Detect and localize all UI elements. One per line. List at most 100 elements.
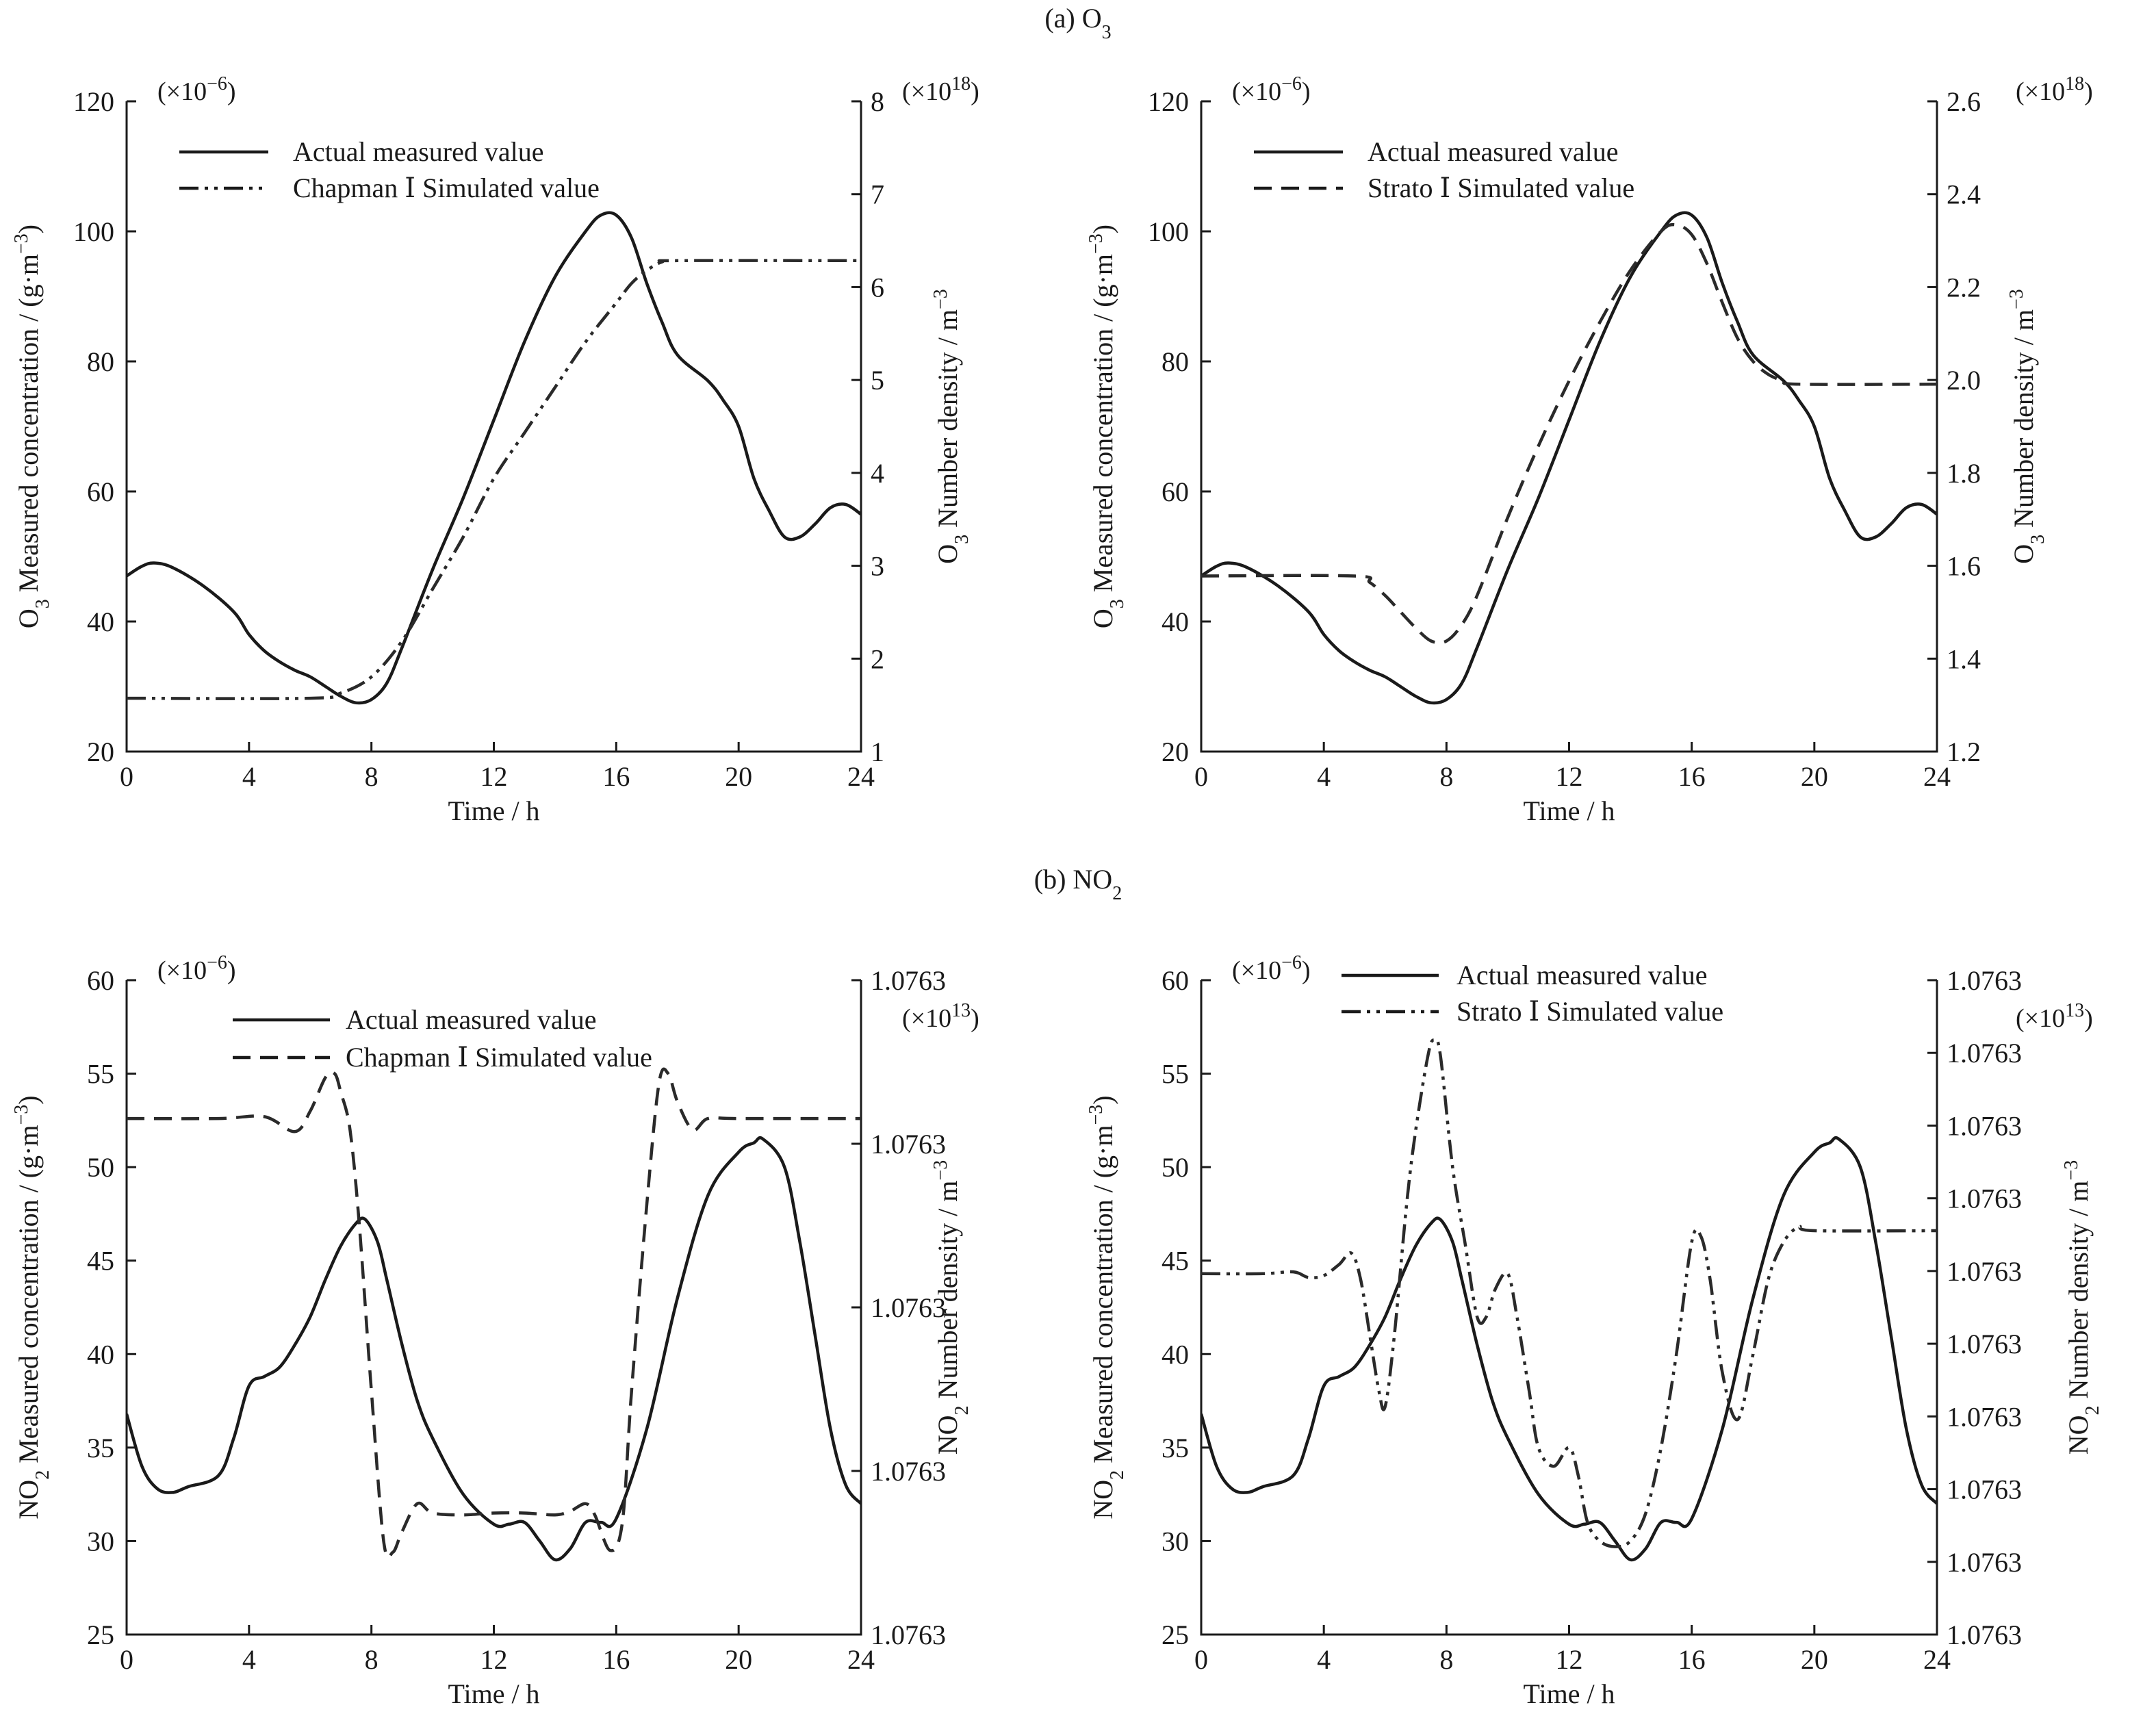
- y-tick-label: 100: [1148, 216, 1189, 247]
- chart-panel-2: 0 4 8 12 16 20 24 20 40 60 80 100 120 1.2 1.4 1.6 1.8 2.0…: [1086, 73, 2093, 827]
- y2-tick-label: 1.2: [1947, 737, 1981, 767]
- y2-tick-label: 1.0763: [871, 1456, 946, 1487]
- y2-tick-label: 1.0763: [871, 1619, 946, 1650]
- x-tick-label: 24: [847, 1644, 875, 1675]
- legend-label: Chapman Ⅰ Simulated value: [346, 1042, 652, 1073]
- series-line-measured: [127, 211, 861, 705]
- legend-label: Actual measured value: [1456, 960, 1708, 990]
- x-tick-label: 8: [365, 761, 378, 792]
- y-tick-label: 30: [87, 1526, 114, 1557]
- y-tick-label: 30: [1162, 1526, 1189, 1557]
- legend-label: Chapman Ⅰ Simulated value: [293, 172, 600, 203]
- chart-panel-3: 0 4 8 12 16 20 24 25 30 35 40 45 50 55 60 1.0763 1.0763 1…: [11, 952, 979, 1710]
- x-tick-label: 20: [725, 761, 752, 792]
- series-line-simulated: [1201, 1037, 1937, 1548]
- y2-tick-label: 4: [871, 458, 884, 489]
- x-tick-label: 8: [1439, 761, 1453, 792]
- series-line-measured: [127, 1136, 861, 1562]
- y-tick-label: 120: [73, 86, 114, 117]
- y-tick-label: 35: [87, 1433, 114, 1463]
- y-axis-label: O3 Measured concentration / (g·m−3): [1086, 225, 1128, 628]
- y2-tick-label: 1.6: [1947, 551, 1981, 582]
- x-axis-label: Time / h: [448, 795, 539, 826]
- y2-tick-label: 2.0: [1947, 365, 1981, 396]
- x-tick-label: 4: [242, 1644, 256, 1675]
- right-axis-multiplier: (×1018): [2016, 73, 2093, 107]
- y-tick-label: 20: [1162, 737, 1189, 767]
- x-tick-label: 12: [480, 761, 508, 792]
- y2-tick-label: 6: [871, 272, 884, 303]
- x-tick-label: 0: [120, 761, 133, 792]
- y2-tick-label: 1.0763: [1947, 1038, 2022, 1068]
- chart-panel-4: 0 4 8 12 16 20 24 25 30 35 40 45 50 55 60 1.0763 1.0763 1…: [1086, 952, 2103, 1710]
- y2-tick-label: 2.6: [1947, 86, 1981, 117]
- left-axis-multiplier: (×10−6): [157, 73, 236, 107]
- x-tick-label: 4: [1317, 1644, 1331, 1675]
- y-tick-label: 80: [87, 346, 114, 377]
- section-title-no2: (b) NO2: [1034, 864, 1122, 904]
- right-axis-multiplier: (×1013): [902, 1000, 979, 1034]
- y2-axis-label: O3 Number density / m−3: [930, 289, 973, 564]
- x-tick-label: 20: [1801, 1644, 1828, 1675]
- x-tick-label: 24: [1923, 761, 1951, 792]
- y2-tick-label: 1.4: [1947, 643, 1981, 674]
- left-axis-multiplier: (×10−6): [157, 952, 236, 986]
- x-tick-label: 16: [1678, 1644, 1706, 1675]
- series-line-measured: [1201, 211, 1937, 705]
- x-axis-label: Time / h: [1523, 1678, 1615, 1709]
- y-tick-label: 25: [1162, 1619, 1189, 1650]
- right-axis-multiplier: (×1018): [902, 73, 979, 107]
- y-tick-label: 50: [1162, 1152, 1189, 1183]
- series-line-measured: [1201, 1136, 1937, 1562]
- y2-tick-label: 1.0763: [1947, 1183, 2022, 1214]
- y-tick-label: 80: [1162, 346, 1189, 377]
- y2-tick-label: 1.0763: [871, 965, 946, 996]
- x-tick-label: 0: [120, 1644, 133, 1675]
- x-tick-label: 8: [365, 1644, 378, 1675]
- y-tick-label: 40: [87, 1339, 114, 1370]
- series-line-simulated: [127, 259, 861, 700]
- left-axis-multiplier: (×10−6): [1232, 73, 1311, 107]
- y-tick-label: 50: [87, 1152, 114, 1183]
- x-tick-label: 12: [480, 1644, 508, 1675]
- y2-tick-label: 1: [871, 737, 884, 767]
- y2-tick-label: 2.2: [1947, 272, 1981, 303]
- y2-tick-label: 1.0763: [1947, 1110, 2022, 1141]
- axes-frame: [1200, 980, 1938, 1636]
- y2-tick-label: 1.0763: [1947, 965, 2022, 996]
- x-tick-label: 4: [242, 761, 256, 792]
- legend-label: Actual measured value: [293, 136, 544, 167]
- y-tick-label: 35: [1162, 1433, 1189, 1463]
- y-tick-label: 45: [87, 1246, 114, 1277]
- y2-tick-label: 1.0763: [1947, 1474, 2022, 1505]
- y-tick-label: 55: [87, 1059, 114, 1090]
- y-tick-label: 100: [73, 216, 114, 247]
- y2-axis-label: NO2 Number density / m−3: [2061, 1160, 2103, 1455]
- section-title-o3: (a) O3: [1044, 3, 1111, 43]
- x-tick-label: 12: [1556, 1644, 1583, 1675]
- y2-tick-label: 7: [871, 179, 884, 210]
- y-tick-label: 20: [87, 737, 114, 767]
- y-tick-label: 45: [1162, 1246, 1189, 1277]
- x-tick-label: 20: [725, 1644, 752, 1675]
- axes-frame: [125, 980, 862, 1636]
- x-tick-label: 12: [1556, 761, 1583, 792]
- y-tick-label: 25: [87, 1619, 114, 1650]
- x-axis-label: Time / h: [448, 1678, 539, 1709]
- y2-tick-label: 1.0763: [1947, 1401, 2022, 1432]
- y-tick-label: 60: [1162, 965, 1189, 996]
- legend-label: Actual measured value: [1368, 136, 1619, 167]
- x-tick-label: 16: [602, 761, 630, 792]
- x-tick-label: 4: [1317, 761, 1331, 792]
- y2-axis-label: O3 Number density / m−3: [2006, 289, 2049, 564]
- y2-tick-label: 1.0763: [871, 1129, 946, 1160]
- series-line-simulated: [127, 1067, 861, 1559]
- x-tick-label: 24: [1923, 1644, 1951, 1675]
- legend-label: Actual measured value: [346, 1004, 597, 1035]
- x-tick-label: 16: [602, 1644, 630, 1675]
- x-axis-label: Time / h: [1523, 795, 1615, 826]
- y-tick-label: 40: [1162, 606, 1189, 637]
- legend-label: Strato Ⅰ Simulated value: [1456, 996, 1723, 1027]
- left-axis-multiplier: (×10−6): [1232, 952, 1311, 986]
